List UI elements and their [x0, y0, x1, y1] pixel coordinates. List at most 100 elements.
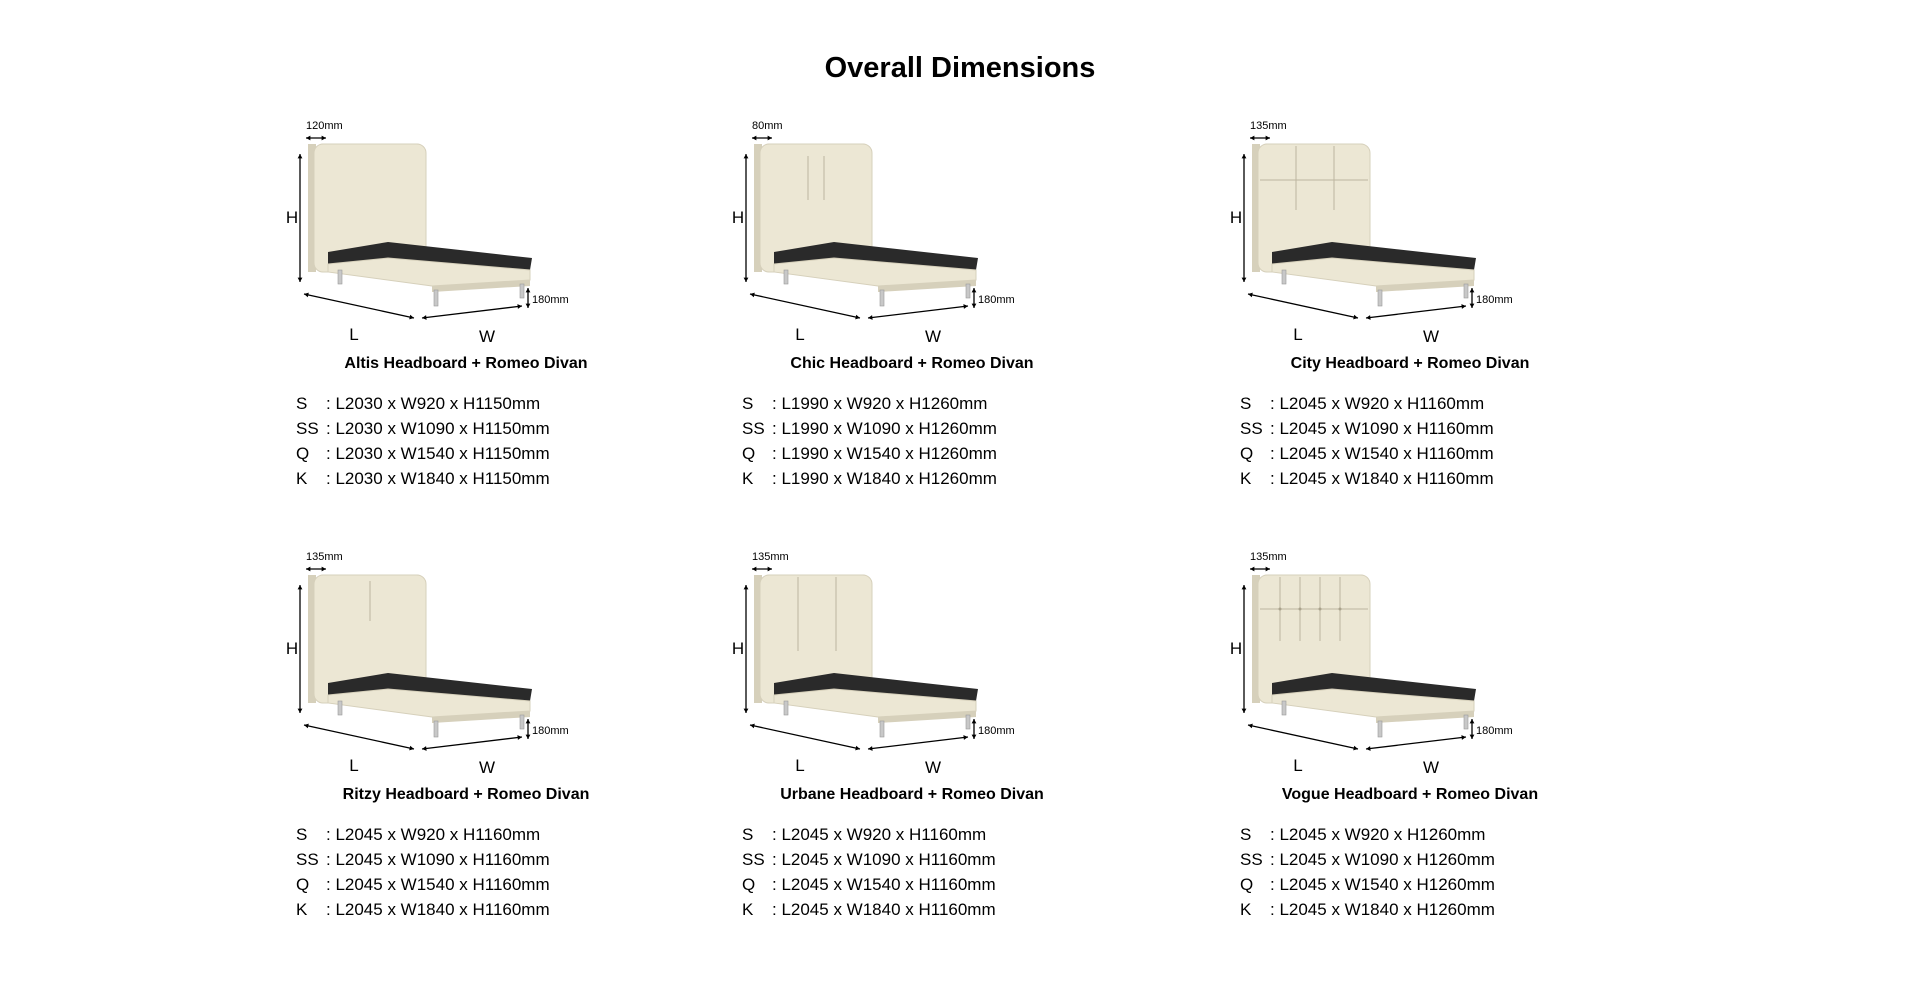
- length-arrow: [749, 723, 861, 751]
- dimension-value: : L1990 x W1540 x H1260mm: [772, 444, 997, 463]
- bed-diagram: H L W 135mm 180mm: [286, 551, 569, 777]
- size-code: S: [1240, 825, 1252, 844]
- leg-height-arrow: [971, 288, 977, 308]
- product-name: Urbane Headboard + Romeo Divan: [780, 786, 1044, 803]
- size-code: S: [742, 394, 754, 413]
- headboard: [1252, 143, 1371, 273]
- leg-height-label: 180mm: [978, 725, 1015, 737]
- width-label: W: [479, 758, 495, 777]
- height-arrow: [297, 154, 303, 282]
- size-code: Q: [742, 444, 756, 463]
- dimension-value: : L2045 x W1840 x H1260mm: [1270, 900, 1495, 919]
- leg-height-arrow: [971, 719, 977, 739]
- height-arrow: [1241, 585, 1247, 713]
- product-name: City Headboard + Romeo Divan: [1290, 355, 1530, 372]
- width-label: W: [925, 327, 941, 346]
- divan-base: [327, 673, 532, 723]
- divan-base: [327, 242, 532, 292]
- length-arrow: [1247, 292, 1359, 320]
- leg-height-label: 180mm: [532, 294, 569, 306]
- size-code: SS: [1240, 850, 1263, 869]
- dimension-value: : L1990 x W920 x H1260mm: [772, 394, 988, 413]
- width-arrow: [867, 735, 969, 751]
- size-code: Q: [1240, 444, 1254, 463]
- bed-diagram: H L W 120mm 180mm: [286, 120, 569, 346]
- product-card: H L W 135mm 180mm Vogue Headboard + Romeo Div…: [1230, 541, 1676, 961]
- height-label: H: [732, 208, 744, 227]
- length-arrow: [1247, 723, 1359, 751]
- headboard-thickness-label: 135mm: [1250, 120, 1287, 132]
- divan-legs: [1281, 269, 1469, 307]
- headboard-thickness-arrow: [306, 566, 326, 572]
- width-arrow: [421, 735, 523, 751]
- length-label: L: [795, 756, 804, 775]
- headboard-thickness-arrow: [306, 135, 326, 141]
- width-arrow: [1365, 304, 1467, 320]
- leg-height-arrow: [525, 719, 531, 739]
- dimension-value: : L2045 x W1540 x H1160mm: [1270, 444, 1494, 463]
- size-code: Q: [296, 444, 310, 463]
- dimension-value: : L2045 x W1090 x H1260mm: [1270, 850, 1495, 869]
- height-label: H: [286, 639, 298, 658]
- height-label: H: [1230, 639, 1242, 658]
- height-arrow: [297, 585, 303, 713]
- dimension-value: : L2030 x W1540 x H1150mm: [326, 444, 550, 463]
- divan-legs: [1281, 700, 1469, 738]
- dimension-value: : L2045 x W1540 x H1260mm: [1270, 875, 1495, 894]
- leg-height-arrow: [1469, 288, 1475, 308]
- size-code: K: [296, 900, 308, 919]
- size-code: SS: [296, 850, 319, 869]
- leg-height-arrow: [525, 288, 531, 308]
- size-code: Q: [742, 875, 756, 894]
- dimension-value: : L2030 x W1090 x H1150mm: [326, 419, 550, 438]
- size-code: SS: [742, 850, 765, 869]
- dimension-value: : L2045 x W920 x H1160mm: [1270, 394, 1485, 413]
- dimension-value: : L2045 x W1540 x H1160mm: [326, 875, 550, 894]
- size-code: SS: [296, 419, 319, 438]
- length-label: L: [349, 756, 358, 775]
- leg-height-label: 180mm: [1476, 294, 1513, 306]
- dimension-value: : L1990 x W1090 x H1260mm: [772, 419, 997, 438]
- height-arrow: [743, 585, 749, 713]
- size-code: Q: [296, 875, 310, 894]
- size-code: S: [742, 825, 754, 844]
- size-code: K: [742, 900, 754, 919]
- product-card: H L W 135mm 180mm City Headboard + Romeo Diva…: [1230, 110, 1676, 530]
- dimension-value: : L2045 x W1090 x H1160mm: [326, 850, 550, 869]
- length-arrow: [749, 292, 861, 320]
- bed-illustration: H L W 120mm 180mm: [286, 110, 632, 346]
- headboard-thickness-arrow: [752, 135, 772, 141]
- dimension-value: : L2045 x W1540 x H1160mm: [772, 875, 996, 894]
- size-code: S: [296, 825, 308, 844]
- headboard-thickness-label: 135mm: [306, 551, 343, 563]
- length-label: L: [1293, 325, 1302, 344]
- width-arrow: [421, 304, 523, 320]
- height-arrow: [743, 154, 749, 282]
- headboard-thickness-label: 135mm: [752, 551, 789, 563]
- length-arrow: [303, 723, 415, 751]
- size-code: SS: [742, 419, 765, 438]
- dimension-value: : L2045 x W1840 x H1160mm: [1270, 469, 1494, 488]
- size-code: S: [296, 394, 308, 413]
- product-card: H L W 80mm 180mm Chic Headboard + Romeo Divan…: [732, 110, 1178, 530]
- dimension-list: S: L2045 x W920 x H1260mm SS: L2045 x W10…: [1236, 824, 1495, 920]
- page-title: Overall Dimensions: [824, 52, 1096, 84]
- headboard-thickness-arrow: [1250, 135, 1270, 141]
- divan-base: [1271, 673, 1476, 723]
- height-label: H: [286, 208, 298, 227]
- size-code: K: [742, 469, 754, 488]
- product-name: Ritzy Headboard + Romeo Divan: [342, 786, 590, 803]
- dimension-list: S: L2045 x W920 x H1160mm SS: L2045 x W10…: [1236, 393, 1494, 489]
- product-name: Chic Headboard + Romeo Divan: [790, 355, 1034, 372]
- bed-illustration: H L W 135mm 180mm: [286, 541, 632, 777]
- bed-diagram: H L W 135mm 180mm: [1230, 551, 1513, 777]
- bed-diagram: H L W 80mm 180mm: [732, 120, 1015, 346]
- length-label: L: [349, 325, 358, 344]
- dimension-value: : L2045 x W1090 x H1160mm: [772, 850, 996, 869]
- size-code: S: [1240, 394, 1252, 413]
- dimension-value: : L2045 x W1840 x H1160mm: [326, 900, 550, 919]
- product-name: Vogue Headboard + Romeo Divan: [1281, 786, 1539, 803]
- dimension-value: : L2030 x W920 x H1150mm: [326, 394, 541, 413]
- dimension-value: : L2045 x W1840 x H1160mm: [772, 900, 996, 919]
- dimension-list: S: L2045 x W920 x H1160mm SS: L2045 x W10…: [738, 824, 996, 920]
